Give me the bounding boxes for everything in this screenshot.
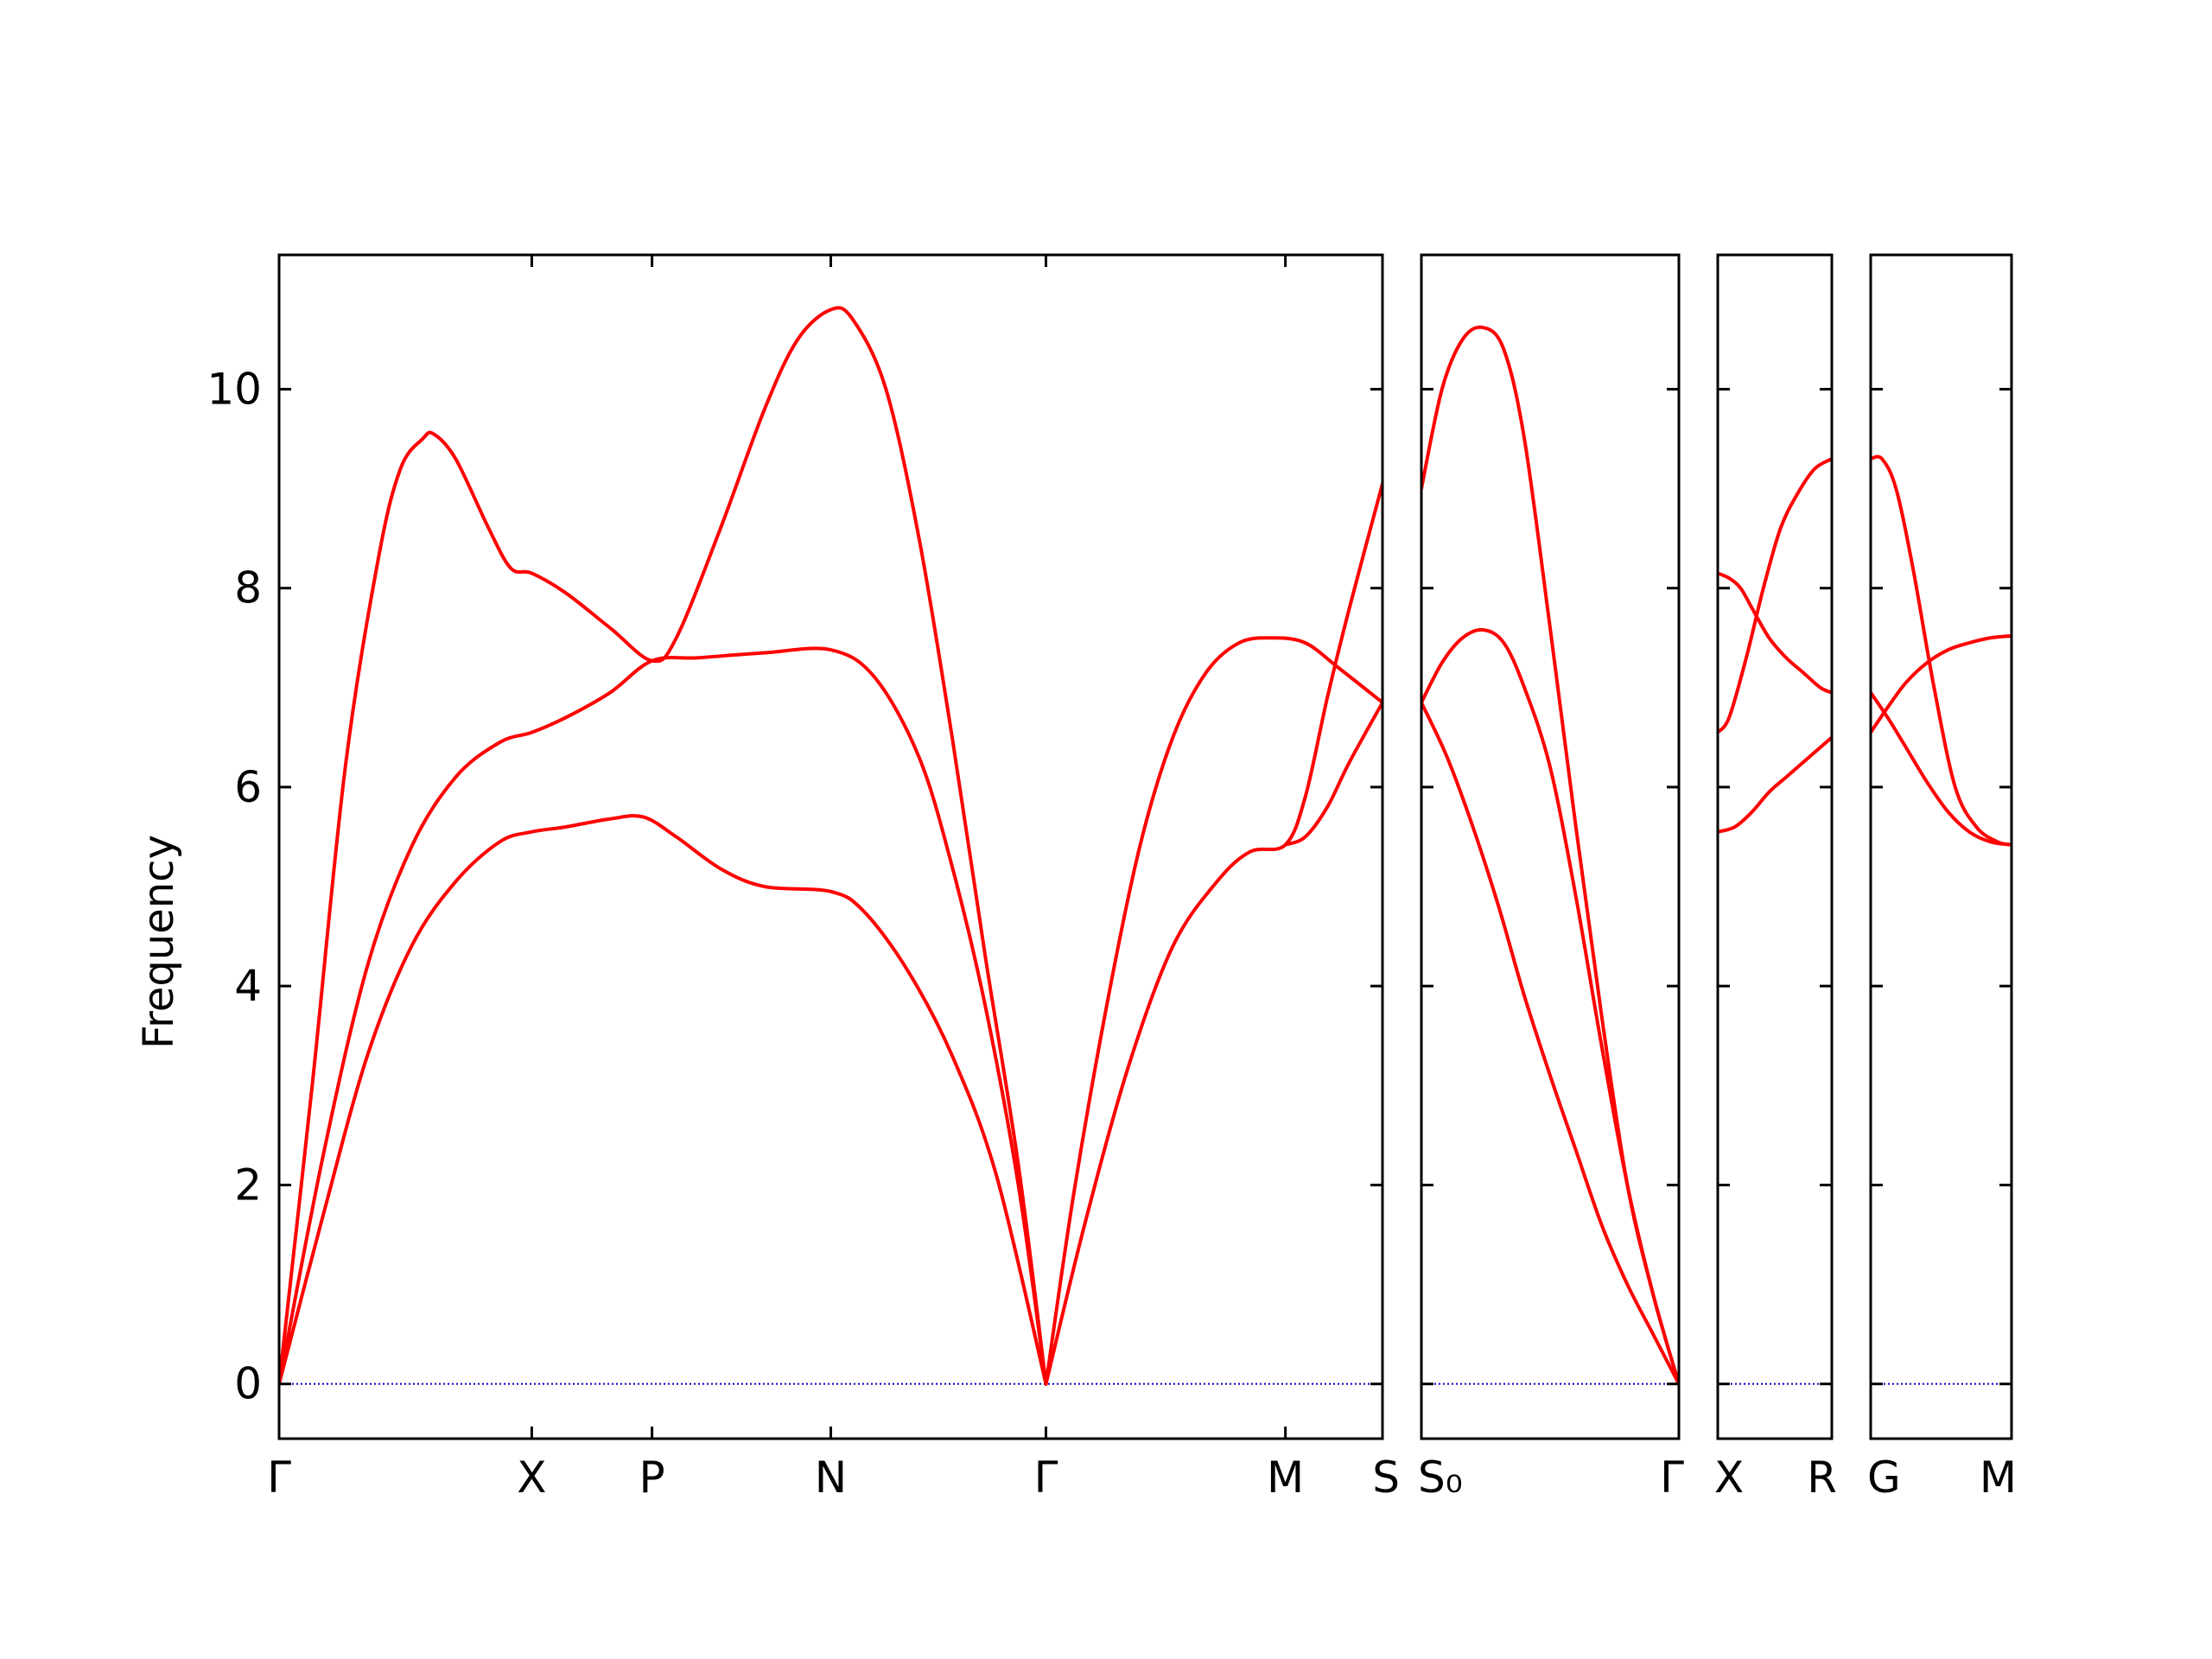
x-tick-label: X [1714, 1452, 1744, 1503]
x-tick-label: M [1980, 1452, 2017, 1503]
plot-area [1421, 325, 1679, 1386]
band-line-5 [1044, 481, 1382, 1386]
x-tick-label: S [1372, 1452, 1400, 1503]
plot-area [279, 306, 1382, 1386]
band-line-2 [1421, 627, 1679, 1386]
band-line-3 [1718, 735, 1832, 834]
y-tick-label: 8 [234, 563, 262, 613]
y-tick-label: 0 [234, 1359, 262, 1409]
x-tick-label: Γ [1034, 1452, 1058, 1503]
band-line-2 [279, 646, 1048, 1386]
band-line-4 [1044, 636, 1382, 1386]
band-line-6 [1283, 701, 1382, 847]
plot-area [1871, 454, 2012, 1385]
axes-frame [1716, 253, 1834, 1440]
x-tick-label: S₀ [1418, 1452, 1463, 1503]
y-axis-label: Frequency [135, 835, 183, 1049]
x-tick-label: G [1867, 1452, 1901, 1503]
band-line-2 [1871, 633, 2012, 734]
x-tick-label: M [1267, 1452, 1304, 1503]
x-tick-label: R [1807, 1452, 1837, 1503]
band-line-1 [1871, 454, 2012, 847]
axes-frame [277, 253, 1384, 1440]
x-tick-label: P [639, 1452, 665, 1503]
y-tick-label: 2 [234, 1160, 262, 1210]
plot-area [1718, 457, 1832, 1385]
band-line-1 [1718, 571, 1832, 695]
band-line-3 [1871, 690, 2012, 847]
x-tick-label: Γ [1660, 1452, 1684, 1503]
panel-2: S₀ Γ [1418, 253, 1684, 1503]
y-tick-label: 10 [207, 364, 262, 414]
band-line-1 [279, 306, 1048, 1386]
axes-frame [1869, 253, 2013, 1440]
band-line-2 [1718, 457, 1832, 734]
x-tick-label: X [517, 1452, 546, 1503]
axes-frame [1420, 253, 1681, 1440]
panel-1: 0 2 4 6 8 10 Γ X P N Γ M S [207, 253, 1400, 1503]
band-line-3 [279, 814, 1048, 1386]
y-tick-label: 4 [234, 961, 262, 1011]
band-line-1 [1421, 325, 1679, 1386]
x-tick-label: Γ [267, 1452, 291, 1503]
x-tick-label: N [815, 1452, 847, 1503]
band-line-3 [1421, 701, 1679, 1386]
y-tick-label: 6 [234, 762, 262, 812]
